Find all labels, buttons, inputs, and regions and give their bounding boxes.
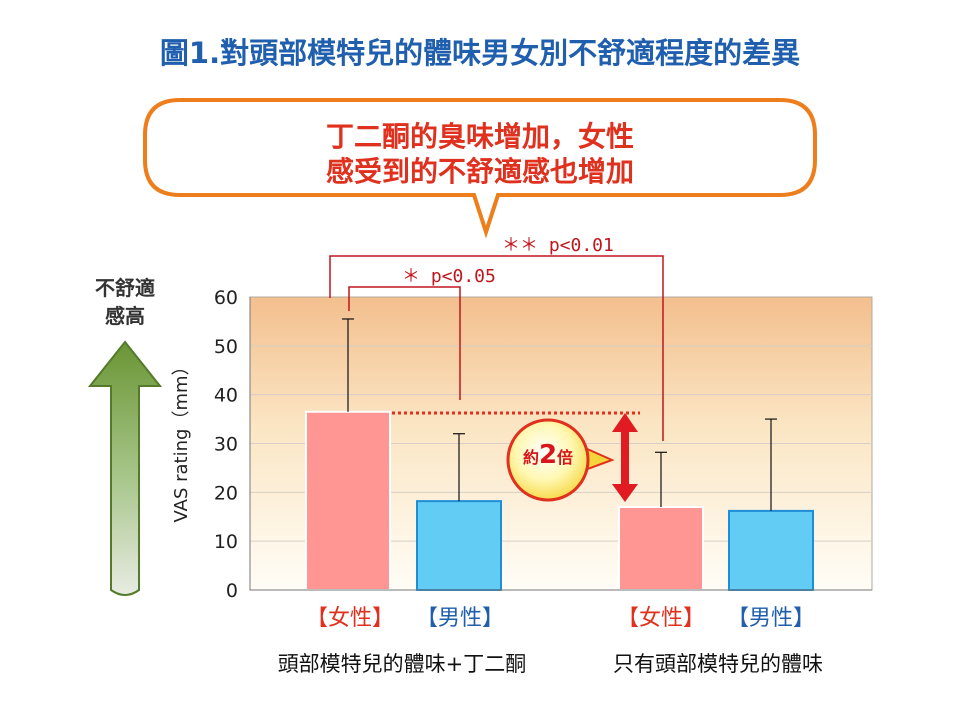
bar-female-group2	[618, 505, 704, 592]
y-tick-label: 10	[214, 531, 238, 553]
y-tick-label: 0	[226, 580, 238, 602]
bar-female-group1	[305, 410, 391, 591]
callout-line-1: 丁二酮的臭味增加，女性	[325, 120, 634, 153]
double-arrow-icon	[612, 413, 638, 502]
y-axis-ticks: 0 10 20 30 40 50 60	[214, 287, 238, 602]
badge-suffix: 倍	[557, 448, 574, 467]
sex-label-g1-female: 【女性】	[305, 606, 394, 631]
up-arrow-label-2: 感高	[105, 304, 145, 328]
error-bars	[342, 318, 777, 511]
badge-label: 約2倍	[506, 440, 590, 470]
up-arrow-icon	[87, 340, 163, 596]
badge-icon	[506, 418, 615, 502]
sex-label-g1-male: 【男性】	[415, 606, 504, 631]
y-tick-label: 40	[214, 385, 238, 407]
callout-line-2: 感受到的不舒適感也增加	[325, 155, 634, 188]
callout-bubble	[143, 98, 817, 239]
sig-label-p001: ＊＊ p<0.01	[502, 235, 614, 256]
bracket-p005	[348, 286, 461, 400]
bar-male-group1	[416, 500, 502, 591]
sex-label-g2-female: 【女性】	[616, 606, 705, 631]
bar-male-group2	[728, 509, 814, 592]
sig-label-p005: ＊ p<0.05	[402, 266, 496, 287]
badge-prefix: 約	[522, 448, 539, 467]
y-axis-title: VAS rating（mm）	[171, 357, 192, 523]
up-arrow-label-1: 不舒適	[95, 276, 155, 300]
group-label-2: 只有頭部模特兒的體味	[613, 652, 823, 676]
group-label-1: 頭部模特兒的體味+丁二酮	[277, 652, 527, 676]
badge-number: 2	[538, 440, 558, 470]
page-title: 圖1.對頭部模特兒的體味男女別不舒適程度的差異	[159, 36, 801, 70]
y-tick-label: 20	[214, 482, 238, 504]
y-tick-label: 30	[214, 434, 238, 456]
y-tick-label: 60	[214, 287, 238, 309]
y-tick-label: 50	[214, 336, 238, 358]
bracket-p001	[329, 255, 664, 441]
sex-label-g2-male: 【男性】	[726, 606, 815, 631]
